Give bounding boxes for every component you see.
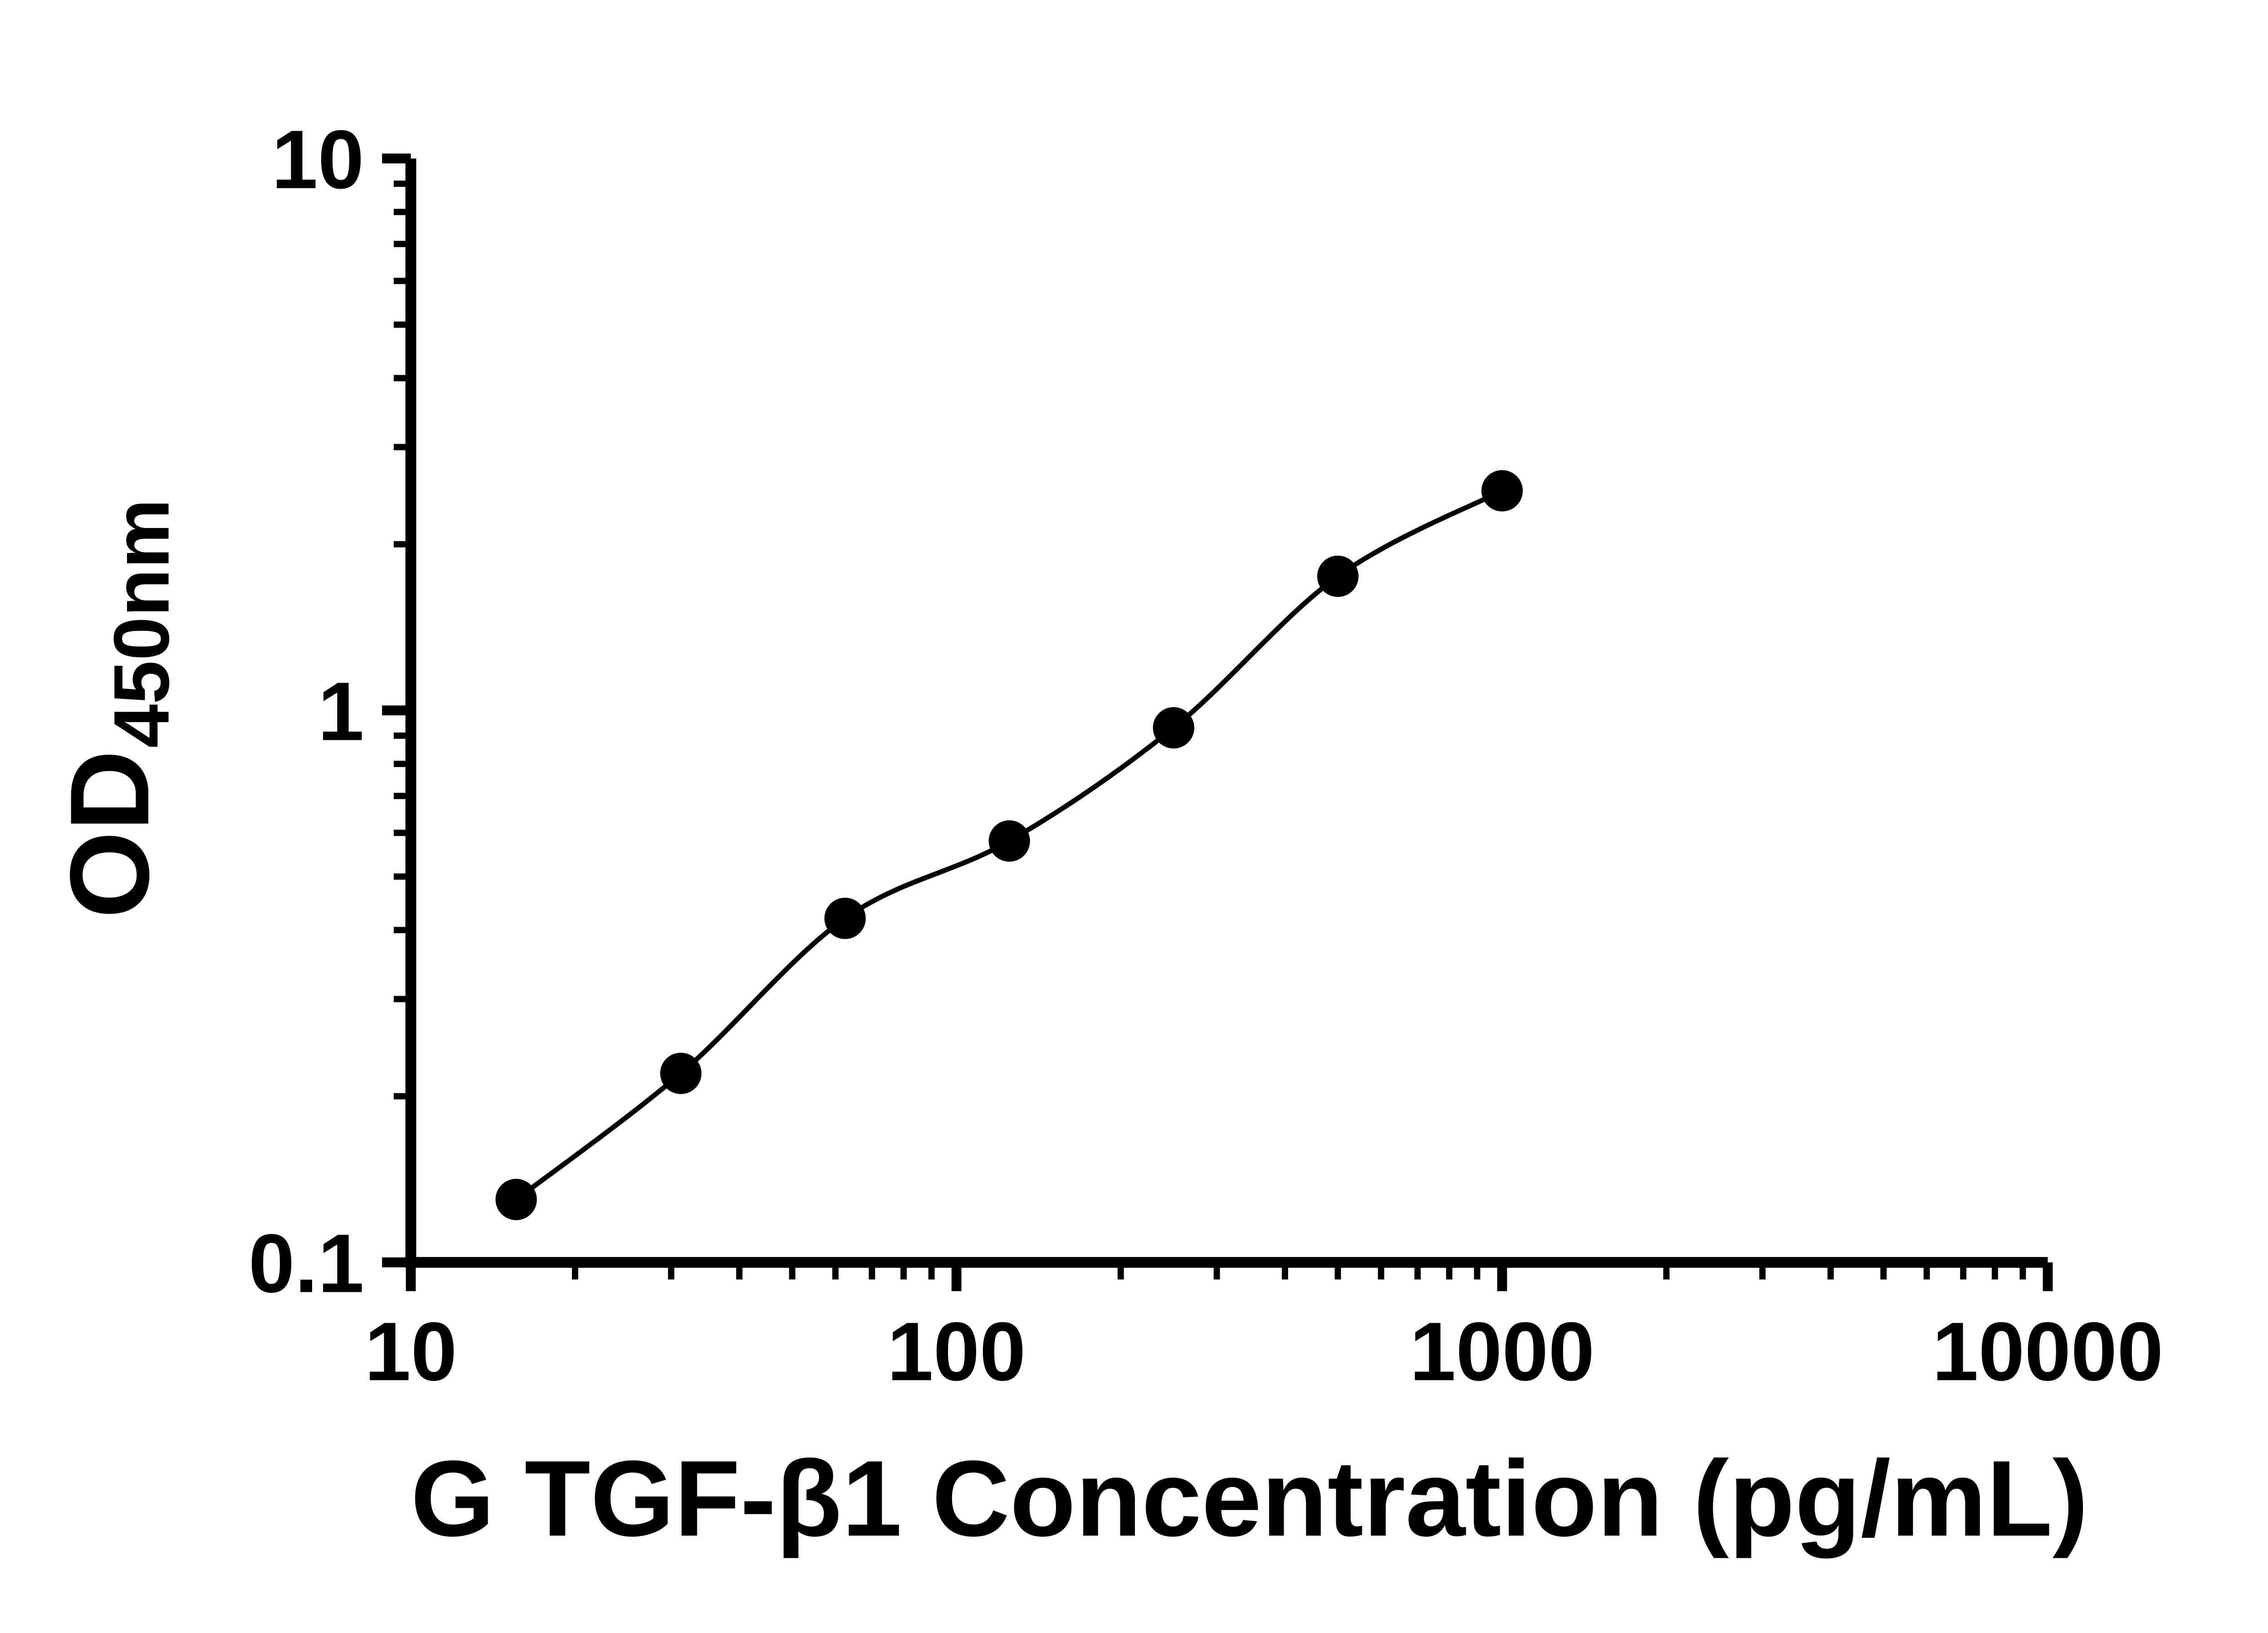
- y-tick-label: 0.1: [249, 1217, 364, 1310]
- x-tick-label: 10000: [1932, 1305, 2164, 1398]
- data-point: [1317, 555, 1359, 597]
- data-series: [495, 470, 1523, 1220]
- data-point: [988, 820, 1030, 862]
- x-tick-label: 1000: [1410, 1305, 1595, 1398]
- data-point: [824, 898, 866, 939]
- data-point: [1153, 707, 1194, 749]
- y-axis-title: OD 450nm: [47, 499, 186, 919]
- chart-background: [0, 7, 2268, 1626]
- data-point: [660, 1052, 702, 1094]
- y-tick-label: 10: [272, 113, 364, 206]
- data-point: [1481, 470, 1523, 512]
- y-axis-title-subscript: 450nm: [98, 499, 186, 748]
- axes: 10 100 1000 10000 0.1 1 10: [249, 113, 2164, 1398]
- x-axis-title: G TGF-β1 Concentration (pg/mL): [411, 1438, 2088, 1559]
- data-point: [495, 1178, 537, 1220]
- x-tick-label: 100: [887, 1305, 1026, 1398]
- x-tick-label: 10: [365, 1305, 457, 1398]
- y-tick-label: 1: [318, 665, 364, 758]
- y-axis-title-base: OD: [47, 750, 172, 919]
